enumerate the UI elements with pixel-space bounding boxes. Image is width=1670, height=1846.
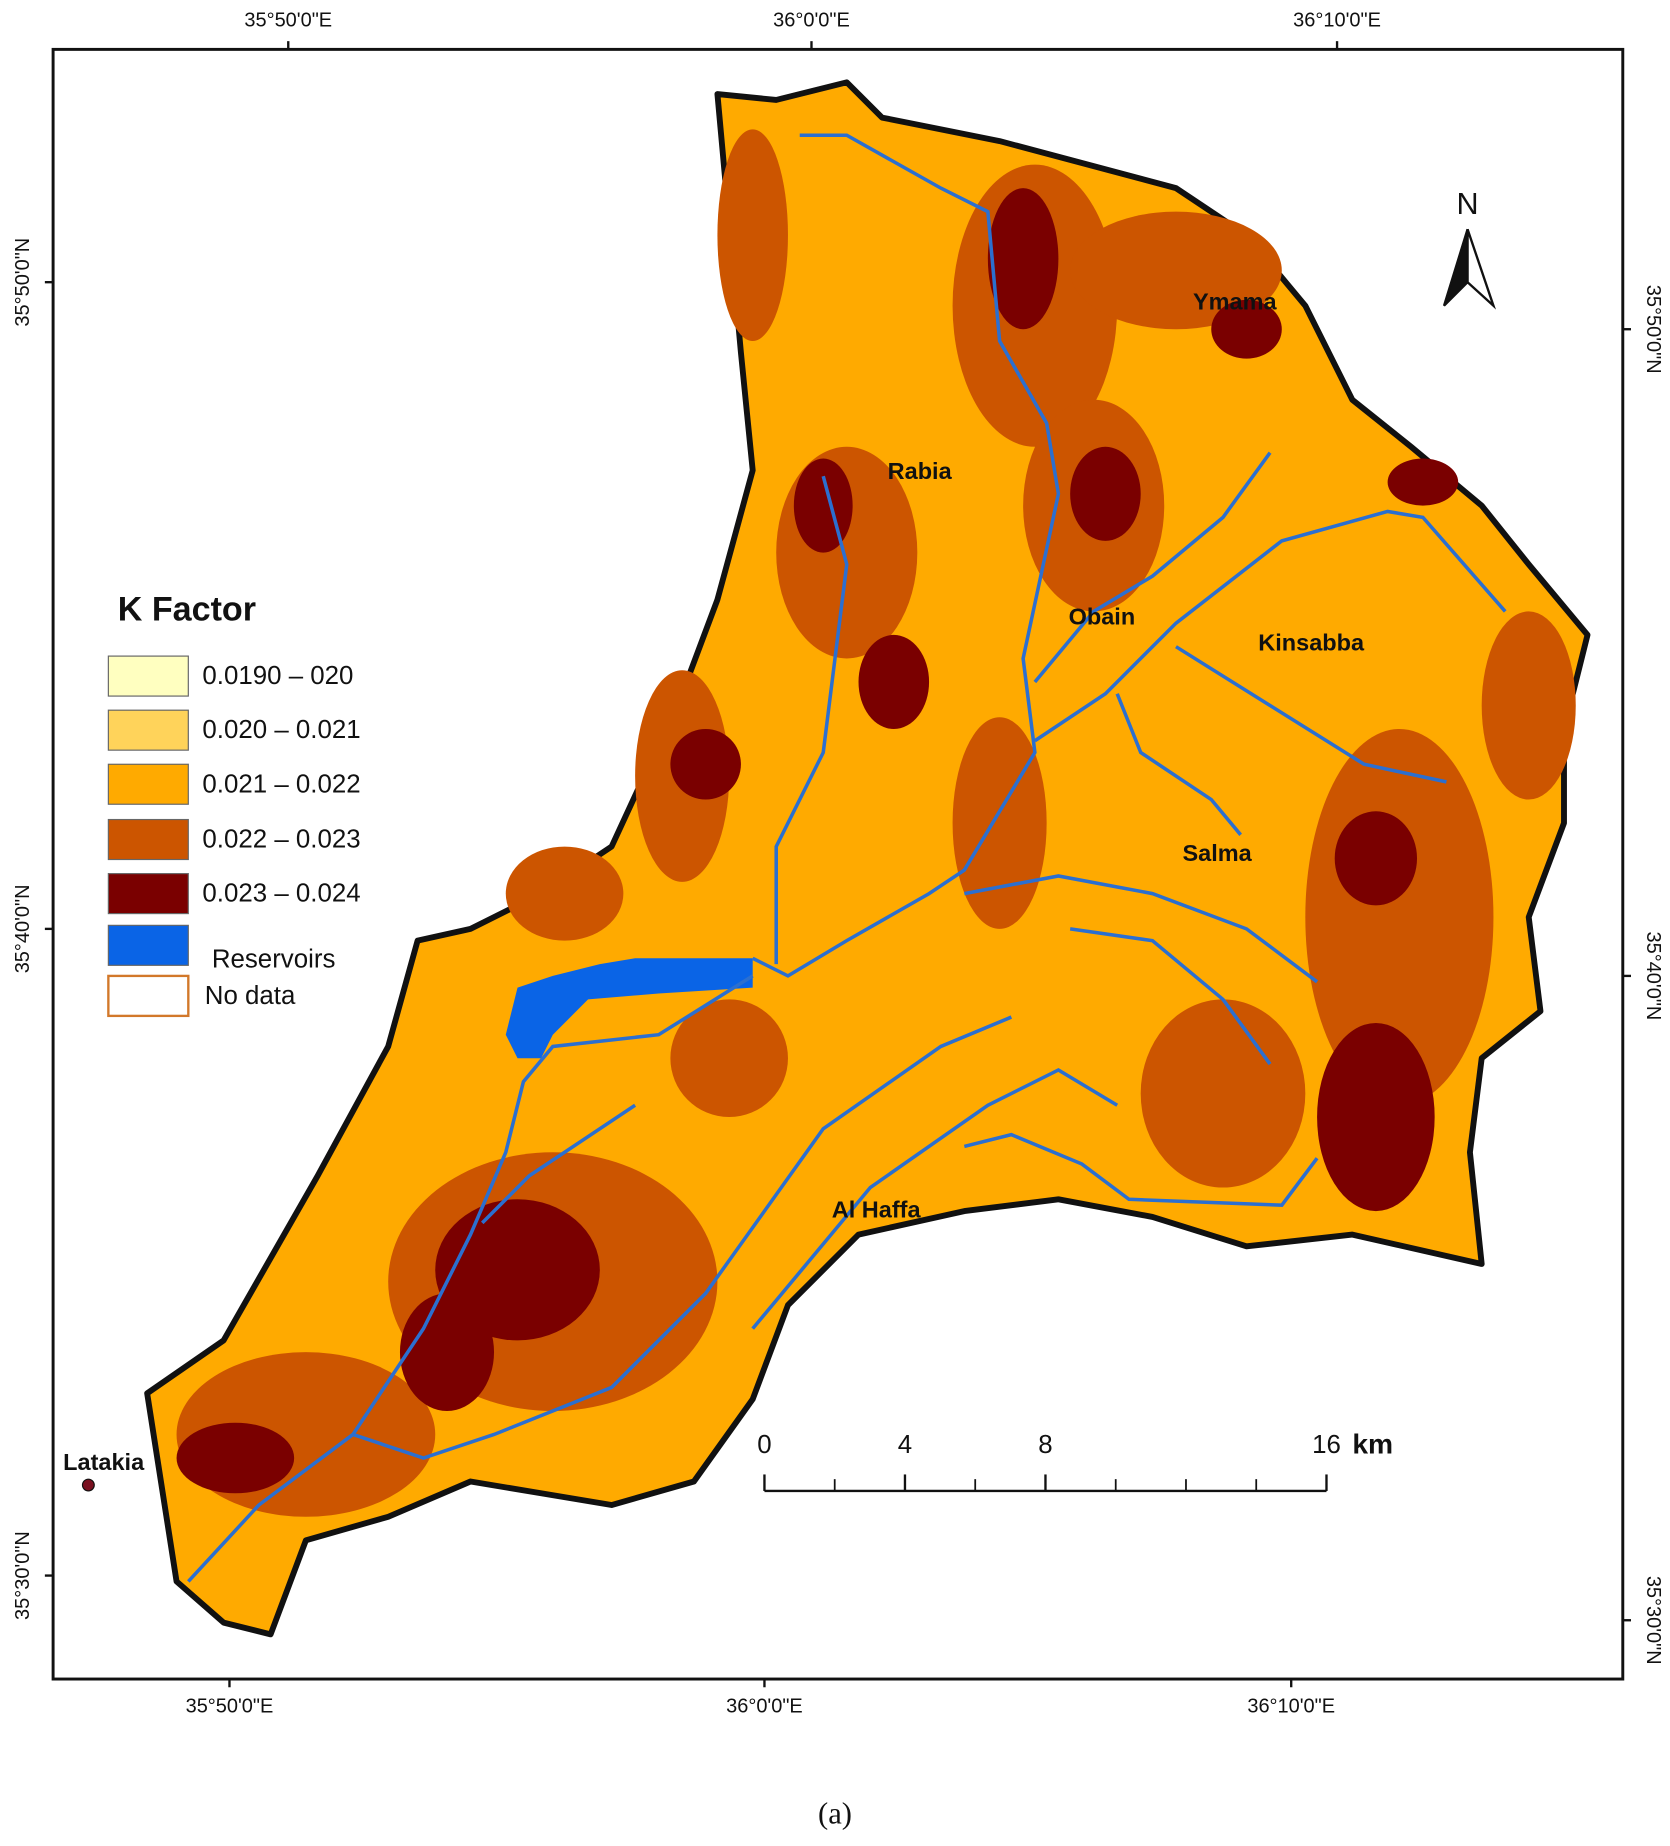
- coord-label: 36°10'0"E: [1293, 9, 1381, 31]
- coord-label: 36°0'0"E: [773, 9, 850, 31]
- coord-label: 35°40'0"N: [1642, 931, 1664, 1020]
- legend-swatch: [107, 974, 190, 1018]
- legend-label: 0.0190 – 020: [202, 662, 353, 690]
- scale-label: 16: [1312, 1431, 1341, 1459]
- legend-swatch: [107, 655, 189, 697]
- place-label: Kinsabba: [1258, 630, 1365, 656]
- legend: 0.0190 – 020 0.020 – 0.021 0.021 – 0.022 0.…: [107, 655, 361, 1018]
- coord-label: 35°50'0"N: [12, 238, 34, 327]
- legend-label: 0.021 – 0.022: [202, 770, 360, 798]
- coord-label: 35°30'0"N: [12, 1531, 34, 1620]
- coord-label: 36°10'0"E: [1247, 1696, 1335, 1718]
- legend-swatch: [107, 873, 189, 915]
- scale-label: 0: [757, 1431, 771, 1459]
- scale-bar: 0 4 8 16 km: [757, 1428, 1393, 1493]
- legend-label: Reservoirs: [212, 945, 336, 973]
- legend-title: K Factor: [118, 590, 256, 628]
- place-label: Obain: [1069, 604, 1136, 630]
- scale-label: 8: [1038, 1431, 1052, 1459]
- scale-label: 4: [898, 1431, 912, 1459]
- north-arrow: [1442, 228, 1497, 310]
- rivers: [187, 133, 1507, 1583]
- legend-label: No data: [205, 982, 296, 1010]
- coord-label: 35°50'0"E: [186, 1696, 274, 1718]
- city-marker: [81, 1478, 95, 1492]
- legend-swatch: [107, 924, 189, 966]
- legend-swatch: [107, 818, 189, 861]
- caption: (a): [818, 1797, 852, 1831]
- watershed: [144, 79, 1591, 1638]
- place-label: Al Haffa: [832, 1196, 922, 1222]
- coord-label: 35°50'0"N: [1642, 285, 1664, 374]
- legend-label: 0.023 – 0.024: [202, 880, 360, 908]
- legend-label: 0.020 – 0.021: [202, 716, 360, 744]
- place-label: Latakia: [63, 1449, 145, 1475]
- coord-label: 36°0'0"E: [726, 1696, 803, 1718]
- coord-label: 35°40'0"N: [12, 884, 34, 973]
- scale-unit: km: [1352, 1428, 1393, 1460]
- place-label: Ymama: [1193, 289, 1278, 315]
- north-label: N: [1457, 187, 1479, 221]
- coord-label: 35°30'0"N: [1642, 1576, 1664, 1665]
- legend-swatch: [107, 763, 189, 805]
- legend-label: 0.022 – 0.023: [202, 826, 360, 854]
- reservoir: [505, 958, 753, 1059]
- place-label: Rabia: [888, 458, 953, 484]
- place-label: Salma: [1183, 840, 1253, 866]
- legend-swatch: [107, 709, 189, 751]
- frame-ticks: [44, 41, 1632, 1688]
- coord-label: 35°50'0"E: [244, 9, 332, 31]
- high-zones: [176, 188, 1459, 1494]
